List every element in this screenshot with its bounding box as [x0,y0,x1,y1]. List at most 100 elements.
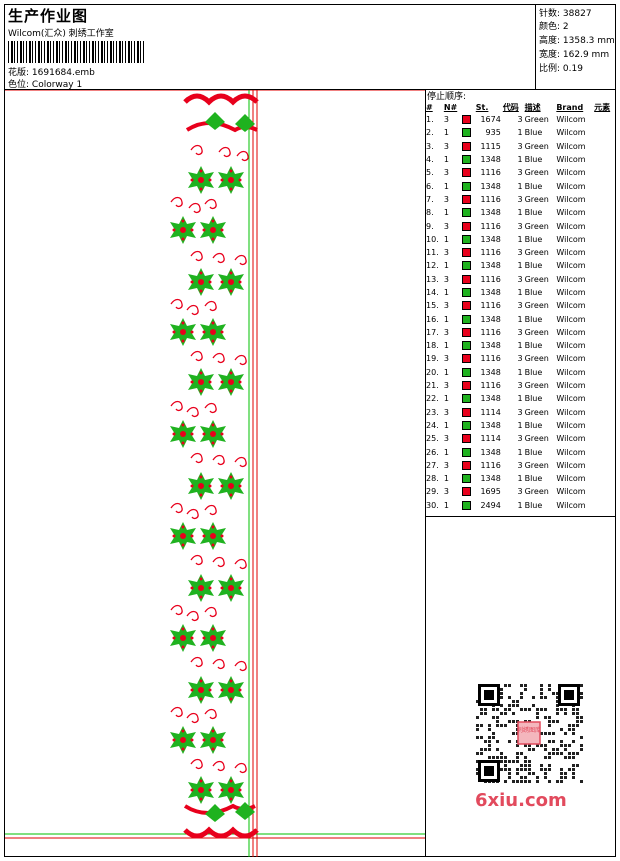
row-brand: Wilcom [556,128,586,138]
row-code: 1 [517,234,523,244]
barcode [8,41,144,63]
row-brand: Wilcom [556,234,586,244]
row-swatch [461,352,474,365]
row-stitches: 1115 [480,141,501,151]
col-swatch [461,101,474,113]
row-code: 3 [517,487,523,497]
row-desc: Green [524,221,549,231]
color-swatch [462,194,472,204]
row-brand: Wilcom [556,301,586,311]
row-index: 10. [426,234,439,244]
row-swatch [461,206,474,219]
row-brand: Wilcom [556,447,586,457]
row-element [593,126,615,139]
row-code: 3 [517,248,523,258]
row-swatch [461,219,474,232]
color-swatch [462,381,472,391]
colorway-label: 色位: [8,80,30,90]
row-brand: Wilcom [556,500,586,510]
table-row: 20. 1 1348 1 Blue Wilcom [425,366,615,379]
row-index: 22. [426,394,439,404]
table-row: 6. 1 1348 1 Blue Wilcom [425,179,615,192]
row-swatch [461,499,474,512]
table-row: 3. 3 1115 3 Green Wilcom [425,140,615,153]
colorway-line: 色位: Colorway 1 [8,77,82,90]
row-element [593,499,615,512]
table-row: 8. 1 1348 1 Blue Wilcom [425,206,615,219]
row-swatch [461,432,474,445]
stat-width: 宽度: 162.9 mm [539,50,610,60]
row-element [593,326,615,339]
row-brand: Wilcom [556,367,586,377]
row-brand: Wilcom [556,487,586,497]
row-brand: Wilcom [556,141,586,151]
row-stitches: 1348 [480,420,501,430]
row-code: 3 [517,301,523,311]
row-desc: Blue [524,288,543,297]
row-brand: Wilcom [556,327,586,337]
row-brand: Wilcom [556,248,586,258]
color-swatch [462,274,472,284]
row-needle: 1 [443,314,449,324]
row-swatch [461,379,474,392]
color-swatch [462,341,472,351]
row-index: 8. [426,208,434,218]
row-desc: Green [524,168,549,178]
row-index: 18. [426,341,439,351]
row-needle: 3 [443,327,449,337]
row-stitches: 1114 [480,434,501,444]
row-index: 20. [426,367,439,377]
row-needle: 1 [443,500,449,510]
color-swatch [462,327,472,337]
row-swatch [461,339,474,352]
row-needle: 1 [443,474,449,484]
row-stitches: 1116 [480,248,501,258]
row-stitches: 2494 [480,500,501,510]
row-needle: 1 [443,155,449,165]
table-row: 2. 1 935 1 Blue Wilcom [425,126,615,139]
row-brand: Wilcom [556,407,586,417]
row-code: 3 [517,407,523,417]
row-swatch [461,366,474,379]
row-swatch [461,392,474,405]
row-element [593,206,615,219]
color-swatch [462,474,472,484]
row-desc: Blue [524,367,543,377]
row-desc: Blue [524,128,543,138]
row-code: 1 [517,181,523,191]
col-needle: N# [443,102,458,112]
row-brand: Wilcom [556,261,586,271]
color-swatch [462,354,472,364]
stat-scale: 比例: 0.19 [539,64,583,74]
row-element [593,179,615,192]
table-row: 14. 1 1348 1 Blue Wilcom [425,286,615,299]
row-swatch [461,485,474,498]
col-stitches: St. [475,102,489,112]
color-swatch [462,221,472,231]
row-code: 1 [517,367,523,377]
table-row: 22. 1 1348 1 Blue Wilcom [425,392,615,405]
table-row: 4. 1 1348 1 Blue Wilcom [425,153,615,166]
header: 生产作业图 Wilcom(汇众) 刺绣工作室 花版: 1691684.emb 色… [5,5,535,90]
table-row: 15. 3 1116 3 Green Wilcom [425,299,615,312]
row-needle: 1 [443,261,449,271]
row-brand: Wilcom [556,208,586,218]
row-index: 13. [426,274,439,284]
row-index: 5. [426,168,434,178]
row-element [593,392,615,405]
row-stitches: 1116 [480,354,501,364]
row-element [593,153,615,166]
row-stitches: 1116 [480,327,501,337]
row-stitches: 1116 [480,274,501,284]
row-desc: Green [524,274,549,284]
row-needle: 3 [443,221,449,231]
row-needle: 3 [443,194,449,204]
row-brand: Wilcom [556,274,586,284]
row-element [593,459,615,472]
table-row: 29. 3 1695 3 Green Wilcom [425,485,615,498]
row-code: 1 [517,288,523,297]
table-row: 27. 3 1116 3 Green Wilcom [425,459,615,472]
col-brand: Brand [556,102,584,112]
row-desc: Green [524,354,549,364]
row-desc: Blue [524,155,543,165]
